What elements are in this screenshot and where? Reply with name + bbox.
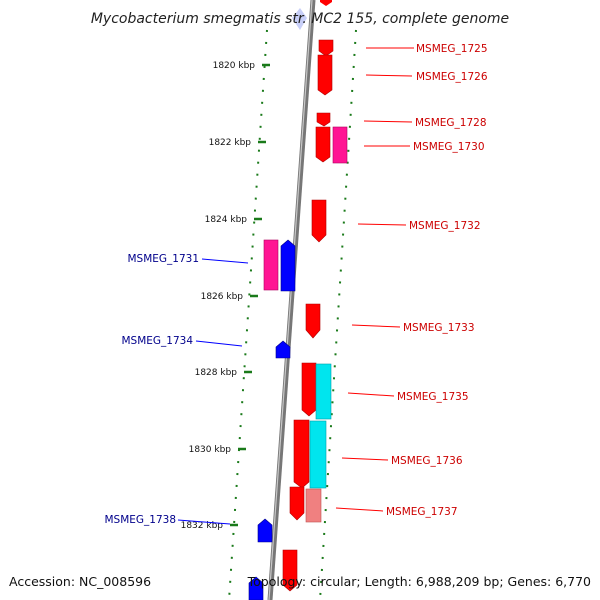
scale-tick-label: 1822 kbp <box>209 138 252 148</box>
gene-arrow-forward[interactable] <box>305 303 321 339</box>
inner-guide-line <box>228 29 268 600</box>
gene-arrow-forward[interactable] <box>293 419 310 489</box>
gene-arrow-forward[interactable] <box>282 549 298 592</box>
gene-leader-line <box>351 324 401 328</box>
gene-arrow-forward[interactable] <box>311 199 327 243</box>
salmon-feature[interactable] <box>305 488 322 523</box>
gene-label-forward[interactable]: MSMEG_1736 <box>391 455 463 467</box>
genome-backbone <box>267 0 316 600</box>
gene-leader-line <box>341 457 389 461</box>
gene-arrow-forward[interactable] <box>317 54 333 96</box>
gene-label-forward[interactable]: MSMEG_1725 <box>416 43 488 55</box>
scale-tick-label: 1820 kbp <box>213 61 256 71</box>
scale-tick-label: 1832 kbp <box>181 521 224 531</box>
gene-arrow-forward[interactable] <box>315 126 331 163</box>
gene-arrow-reverse[interactable] <box>275 340 291 359</box>
scale-ticks: 1820 kbp 1822 kbp 1824 kbp 1826 kbp 1828 kbp… <box>181 61 270 531</box>
scale-tick-label: 1824 kbp <box>205 215 248 225</box>
gene-label-forward[interactable]: MSMEG_1735 <box>397 391 469 403</box>
gene-leader-line <box>335 507 384 512</box>
gene-arrow-reverse[interactable] <box>257 518 273 543</box>
gene-leader-line <box>365 74 413 77</box>
gene-leader-line <box>357 223 407 226</box>
accession-text: Accession: NC_008596 <box>9 574 151 589</box>
gene-label-forward[interactable]: MSMEG_1728 <box>415 117 487 129</box>
gene-leader-line <box>363 120 413 123</box>
feature-track <box>248 0 348 600</box>
gene-arrow-forward[interactable] <box>318 39 334 57</box>
gene-arrow-reverse[interactable] <box>248 576 264 600</box>
gene-label-reverse[interactable]: MSMEG_1731 <box>127 253 199 265</box>
cyan-feature[interactable] <box>315 363 332 420</box>
cyan-feature[interactable] <box>309 420 327 489</box>
gene-label-forward[interactable]: MSMEG_1730 <box>413 141 485 153</box>
gene-label-reverse[interactable]: MSMEG_1734 <box>121 335 193 347</box>
rna-feature[interactable] <box>332 126 348 164</box>
gene-leader-line <box>177 519 231 525</box>
genome-backbone-highlight <box>268 0 313 600</box>
gene-label-forward[interactable]: MSMEG_1737 <box>386 506 458 518</box>
gene-label-forward[interactable]: MSMEG_1726 <box>416 71 488 83</box>
gene-arrow-reverse[interactable] <box>280 239 296 292</box>
genome-title: Mycobacterium smegmatis str. MC2 155, co… <box>91 11 509 27</box>
scale-tick-label: 1826 kbp <box>201 292 244 302</box>
rna-feature[interactable] <box>263 239 279 291</box>
scale-tick-label: 1828 kbp <box>195 368 238 378</box>
gene-labels: MSMEG_1725 MSMEG_1726 MSMEG_1728 MSMEG_1730… <box>104 43 487 526</box>
gene-arrow-forward[interactable] <box>301 362 317 417</box>
gene-label-forward[interactable]: MSMEG_1733 <box>403 322 475 334</box>
gene-arrow-forward[interactable] <box>316 112 331 127</box>
gene-leader-line <box>201 258 249 264</box>
gene-label-reverse[interactable]: MSMEG_1738 <box>104 514 176 526</box>
faint-feature-marker <box>292 8 307 30</box>
gene-label-forward[interactable]: MSMEG_1732 <box>409 220 481 232</box>
gene-leader-line <box>195 340 243 347</box>
scale-tick-label: 1830 kbp <box>189 445 232 455</box>
gene-arrow-forward[interactable] <box>289 486 305 521</box>
gene-arrow-forward[interactable] <box>320 0 332 6</box>
gene-leader-line <box>347 392 395 397</box>
topology-text: Topology: circular; Length: 6,988,209 bp… <box>247 574 591 589</box>
